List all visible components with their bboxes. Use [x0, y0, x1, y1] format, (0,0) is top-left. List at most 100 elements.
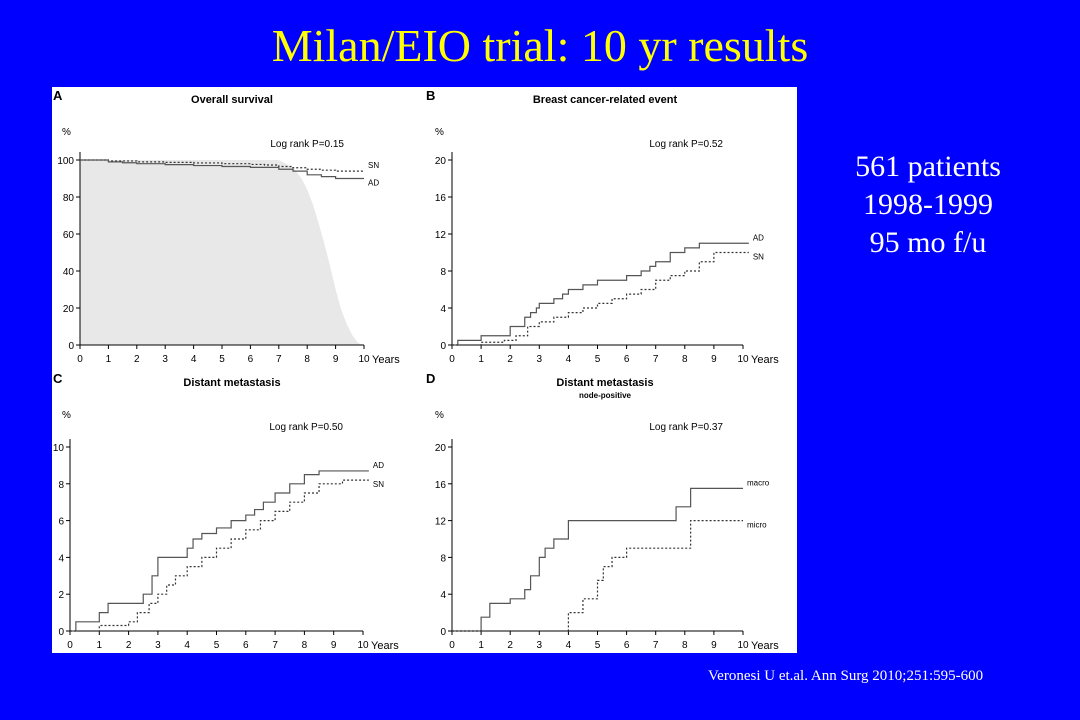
- x-tick-label: 1: [97, 640, 103, 651]
- log-rank-annotation: Log rank P=0.15: [270, 139, 344, 150]
- y-tick-label: 20: [63, 304, 75, 315]
- x-tick-label: 9: [711, 354, 717, 365]
- panel-letter: D: [426, 371, 435, 386]
- chart-panel-b: B Breast cancer-related event% Years Log ra…: [426, 88, 779, 366]
- series-label-ad: AD: [368, 179, 379, 188]
- x-tick-label: 6: [248, 354, 254, 365]
- x-tick-label: 1: [478, 640, 484, 651]
- series-line-micro: [452, 520, 743, 632]
- x-tick-label: 9: [331, 640, 337, 651]
- log-rank-annotation: Log rank P=0.52: [649, 139, 723, 150]
- stat-years: 1998-1999: [863, 188, 993, 221]
- x-tick-label: 4: [191, 354, 197, 365]
- series-line-sn: [70, 479, 369, 632]
- x-axis-label: Years: [751, 640, 779, 652]
- series-label-sn: SN: [753, 253, 764, 262]
- y-axis-label: %: [435, 127, 444, 138]
- study-stats: 561 patients 1998-1999 95 mo f/u: [828, 148, 1028, 262]
- series-line-ad: [70, 470, 369, 632]
- chart-title: Breast cancer-related event: [533, 94, 678, 106]
- series-label-ad: AD: [373, 461, 384, 470]
- stat-patients: 561 patients: [855, 150, 1001, 183]
- y-axis-label: %: [62, 127, 71, 138]
- series-line-ad: [452, 242, 749, 346]
- y-tick-label: 20: [435, 443, 447, 454]
- y-tick-label: 16: [435, 480, 447, 491]
- y-tick-label: 20: [435, 156, 447, 167]
- x-tick-label: 2: [126, 640, 132, 651]
- x-tick-label: 4: [566, 354, 572, 365]
- x-tick-label: 0: [77, 354, 83, 365]
- x-tick-label: 8: [304, 354, 310, 365]
- x-tick-label: 7: [653, 354, 659, 365]
- x-tick-label: 4: [566, 640, 572, 651]
- series-label-sn: SN: [373, 480, 384, 489]
- y-axis-label: %: [435, 410, 444, 421]
- x-tick-label: 9: [711, 640, 717, 651]
- series-line-ad: [80, 159, 364, 180]
- x-tick-label: 8: [682, 354, 688, 365]
- chart-title: Distant metastasis: [556, 377, 653, 389]
- y-tick-label: 8: [58, 480, 64, 491]
- x-tick-label: 1: [106, 354, 112, 365]
- y-tick-label: 40: [63, 267, 75, 278]
- x-tick-label: 1: [478, 354, 484, 365]
- x-tick-label: 3: [162, 354, 168, 365]
- x-tick-label: 3: [155, 640, 161, 651]
- y-tick-label: 4: [58, 553, 64, 564]
- x-tick-label: 2: [134, 354, 140, 365]
- x-tick-label: 3: [537, 354, 543, 365]
- series-label-ad: AD: [753, 233, 764, 242]
- x-tick-label: 10: [358, 354, 370, 365]
- series-line-macro: [452, 487, 743, 632]
- x-tick-label: 5: [219, 354, 225, 365]
- kaplan-meier-figure: A Overall survival% Years Log rank P=0.15 0 1…: [53, 88, 779, 652]
- x-tick-label: 0: [449, 354, 455, 365]
- chart-panel-d: D Distant metastasis node-positive% Years Lo…: [426, 371, 779, 652]
- y-tick-label: 12: [435, 517, 447, 528]
- y-tick-label: 0: [68, 341, 74, 352]
- panel-letter: B: [426, 88, 435, 103]
- y-tick-label: 10: [53, 443, 65, 454]
- x-tick-label: 10: [357, 640, 369, 651]
- x-tick-label: 10: [737, 354, 749, 365]
- chart-title: Distant metastasis: [183, 377, 280, 389]
- x-tick-label: 7: [272, 640, 278, 651]
- chart-panel-a: A Overall survival% Years Log rank P=0.15 0 1…: [53, 88, 400, 366]
- x-tick-label: 3: [537, 640, 543, 651]
- y-tick-label: 4: [440, 304, 446, 315]
- y-tick-label: 2: [58, 590, 64, 601]
- chart-subtitle: node-positive: [579, 391, 632, 400]
- y-tick-label: 100: [57, 156, 74, 167]
- y-tick-label: 12: [435, 230, 447, 241]
- y-tick-label: 8: [440, 267, 446, 278]
- series-label-sn: SN: [368, 161, 379, 170]
- x-tick-label: 7: [276, 354, 282, 365]
- x-tick-label: 8: [302, 640, 308, 651]
- series-line-sn: [452, 251, 749, 346]
- x-axis-label: Years: [372, 354, 400, 366]
- panel-letter: C: [53, 371, 63, 386]
- x-tick-label: 7: [653, 640, 659, 651]
- figure-panel: A Overall survival% Years Log rank P=0.15 0 1…: [52, 87, 797, 653]
- slide-title: Milan/EIO trial: 10 yr results: [271, 20, 809, 71]
- shaded-area: [80, 160, 364, 345]
- y-tick-label: 6: [58, 517, 64, 528]
- x-tick-label: 5: [595, 354, 601, 365]
- series-line-sn: [80, 159, 364, 172]
- chart-title: Overall survival: [191, 94, 273, 106]
- x-tick-label: 9: [333, 354, 339, 365]
- log-rank-annotation: Log rank P=0.37: [649, 422, 723, 433]
- y-tick-label: 0: [440, 341, 446, 352]
- x-tick-label: 4: [184, 640, 190, 651]
- y-tick-label: 60: [63, 230, 75, 241]
- x-tick-label: 5: [595, 640, 601, 651]
- log-rank-annotation: Log rank P=0.50: [269, 422, 343, 433]
- y-tick-label: 4: [440, 590, 446, 601]
- x-tick-label: 6: [243, 640, 249, 651]
- x-axis-label: Years: [371, 640, 399, 652]
- x-tick-label: 5: [214, 640, 220, 651]
- y-tick-label: 0: [440, 627, 446, 638]
- stat-follow-up: 95 mo f/u: [869, 226, 987, 259]
- y-tick-label: 0: [58, 627, 64, 638]
